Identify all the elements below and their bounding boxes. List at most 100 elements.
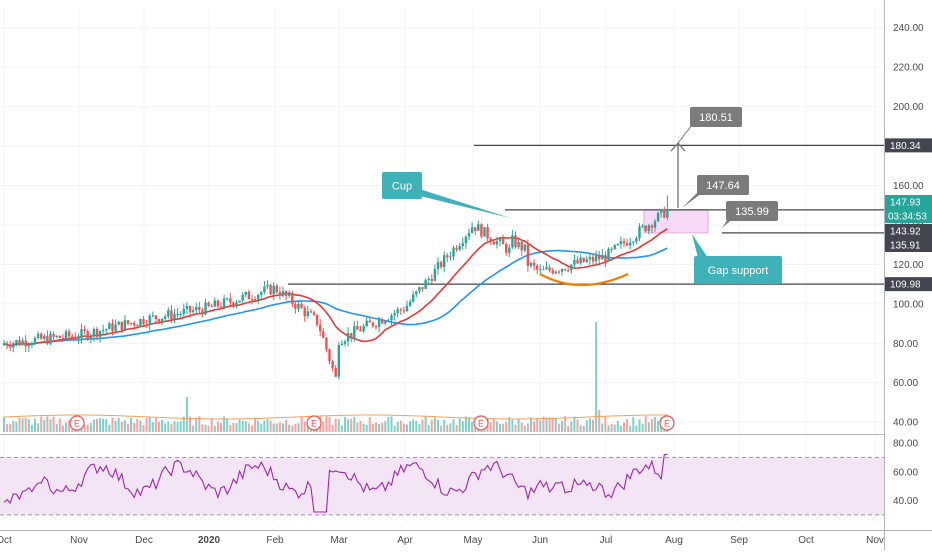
earnings-marker[interactable] [473,415,489,431]
earnings-marker-label: E [478,419,484,429]
candle-body [653,221,657,228]
price-label-tag [885,195,932,209]
candle-body [594,255,598,262]
candle-body [300,303,303,309]
earnings-marker[interactable] [659,415,675,431]
candle-body [281,291,285,296]
rsi-tick-label: 60.00 [893,467,918,478]
candle-body [226,298,229,300]
candle-body [86,331,89,339]
candle-body [309,311,313,313]
volume-bar [464,416,467,432]
candle-body [501,238,505,245]
candle-body [415,291,418,295]
volume-bar [226,418,229,432]
volume-bar [561,420,563,432]
candle-body [616,244,619,246]
volume-bar [83,424,86,432]
volume-bar [46,416,49,432]
level-147-callout [697,175,749,195]
earnings-marker[interactable] [306,415,322,431]
candle-body [46,335,49,344]
volume-bar [409,421,412,432]
candle-body [33,337,37,344]
candle-body [399,309,402,311]
candle-body [650,225,654,228]
volume-bar [139,420,142,432]
volume-bar [65,422,67,432]
volume-bar [455,424,458,432]
volume-bar [179,421,182,432]
candle-body [579,257,582,264]
volume-bar [412,419,415,432]
candle-body [213,300,216,307]
candle-body [191,310,195,312]
volume-bar [291,425,294,432]
volume-bar [378,424,381,432]
volume-bar [632,417,635,432]
candle-body [257,294,260,300]
candle-body [49,333,52,344]
volume-ma-line [3,414,668,420]
candle-body [567,270,570,272]
candle-body [632,241,635,243]
volume-bar [353,416,356,432]
volume-bar [461,421,464,432]
earnings-marker[interactable] [69,415,85,431]
candle-body [222,298,226,308]
price-tick-label: 80.00 [893,339,918,350]
volume-bar [269,420,272,432]
target-callout-text: 180.51 [699,112,733,124]
volume-bar [613,424,616,432]
candle-body [294,303,297,309]
candle-body [9,345,12,348]
time-tick-label: Jul [600,535,613,546]
candle-body [446,255,449,258]
volume-bar [595,322,598,432]
volume-bar [570,421,573,432]
volume-bar [185,397,188,432]
candle-body [591,256,595,262]
candle-body [365,320,368,327]
volume-bar [492,418,495,432]
candle-body [120,321,123,330]
candle-body [359,329,362,332]
volume-bar [263,420,266,432]
candle-body [412,294,415,302]
volume-bar [393,425,396,432]
candle-body [204,302,207,315]
candle-body [167,310,170,317]
candle-body [613,244,616,249]
volume-bar [499,423,501,432]
candle-body [229,298,232,303]
volume-bar [288,424,291,432]
candle-body [114,324,117,332]
candle-body [40,333,43,339]
volume-bar [337,419,340,432]
candle-body [356,326,359,330]
candle-body [384,321,387,324]
candle-body [5,343,9,346]
candle-body [551,270,554,274]
volume-bar [306,424,309,432]
volume-bar [257,421,260,432]
candle-body [105,329,108,331]
candle-body [235,302,238,306]
candle-body [288,293,291,296]
volume-bar [641,423,644,432]
gap-support-callout [694,256,782,284]
volume-bar [223,416,226,432]
candle-body [185,305,189,309]
volume-bar [3,416,5,432]
candle-body [334,367,337,377]
volume-bar [303,421,306,432]
candle-body [117,321,120,325]
candle-body [381,319,384,324]
candle-body [182,308,185,314]
volume-bar [508,417,511,432]
volume-bar [582,425,585,432]
candle-body [405,305,409,312]
volume-bar [446,424,449,432]
volume-bar [96,418,98,432]
